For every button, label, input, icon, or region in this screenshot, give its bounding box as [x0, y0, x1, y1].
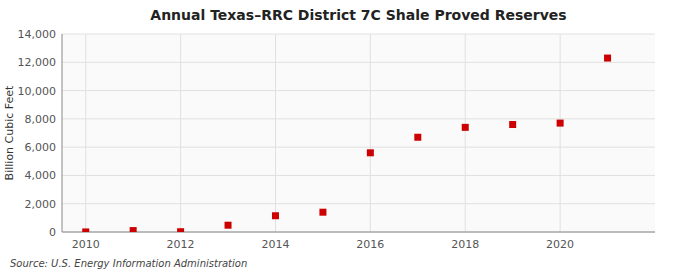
- grid-line: [370, 34, 371, 232]
- grid-line: [62, 118, 655, 119]
- tick-label: 0: [49, 226, 56, 239]
- point: [509, 121, 516, 128]
- tick-label: 4,000: [25, 169, 57, 182]
- point: [462, 124, 469, 131]
- tick-label: 8,000: [25, 113, 57, 126]
- tick-label: 10,000: [18, 85, 57, 98]
- grid-line: [62, 175, 655, 176]
- point: [130, 227, 137, 232]
- point: [414, 134, 421, 141]
- point: [557, 120, 564, 127]
- point: [367, 149, 374, 156]
- point: [177, 228, 184, 232]
- tick-label: 14,000: [18, 28, 57, 41]
- grid-line: [180, 34, 181, 232]
- point: [319, 209, 326, 216]
- plot-area: [62, 34, 655, 232]
- axes: 0 2,000 4,000 6,000 8,000 10,000 12,000 14,000 2…: [18, 28, 656, 251]
- tick-label: 2014: [261, 238, 289, 251]
- grid-line: [62, 90, 655, 91]
- grid-line: [62, 232, 655, 233]
- tick-label: 2012: [167, 238, 195, 251]
- tick-label: 2018: [451, 238, 479, 251]
- point: [272, 212, 279, 219]
- grid-line: [62, 203, 655, 204]
- point: [82, 228, 89, 232]
- tick-label: 12,000: [18, 56, 57, 69]
- grid-line: [85, 34, 86, 232]
- tick-label: 2020: [546, 238, 574, 251]
- tick-label: 6,000: [25, 141, 57, 154]
- grid-line: [465, 34, 466, 232]
- x-axis-line: [62, 232, 655, 233]
- point: [225, 222, 232, 229]
- tick-label: 2,000: [25, 198, 57, 211]
- grid-line: [275, 34, 276, 232]
- grid: [62, 34, 655, 232]
- points: [82, 55, 611, 232]
- tick-label: 2016: [356, 238, 384, 251]
- point: [604, 55, 611, 62]
- grid-line: [62, 62, 655, 63]
- y-axis-line: [62, 34, 63, 232]
- title: Annual Texas–RRC District 7C Shale Prove…: [150, 7, 566, 23]
- chart: 0 2,000 4,000 6,000 8,000 10,000 12,000 14,000 2…: [0, 0, 675, 275]
- annotation: Source: U.S. Energy Information Administ…: [10, 258, 247, 269]
- grid-line: [560, 34, 561, 232]
- grid-line: [62, 34, 655, 35]
- grid-line: [62, 147, 655, 148]
- tick-label: 2010: [72, 238, 100, 251]
- y-axis-label: Billion Cubic Feet: [3, 85, 16, 180]
